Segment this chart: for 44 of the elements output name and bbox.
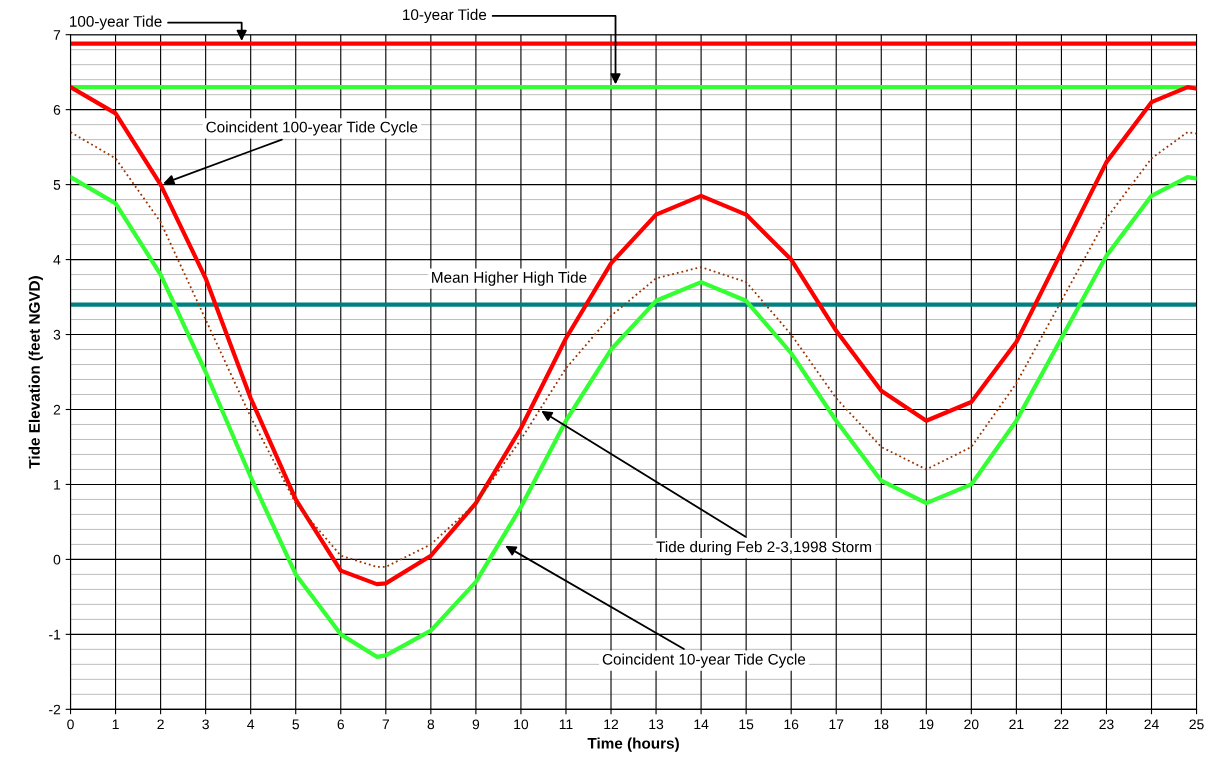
y-tick-label: 7 (53, 30, 61, 40)
x-tick-label: 10 (514, 719, 529, 730)
x-tick-label: 15 (739, 719, 754, 730)
x-tick-label: 0 (67, 719, 74, 730)
y-tick-label: 0 (53, 554, 61, 565)
x-tick-label: 9 (472, 719, 480, 730)
y-tick-label: 2 (53, 404, 61, 415)
annotation: 100-year Tide (70, 15, 162, 30)
x-axis-title: Time (hours) (587, 737, 679, 752)
x-tick-label: 14 (694, 719, 709, 730)
x-tick-label: 4 (247, 719, 255, 730)
y-tick-label: 5 (53, 180, 61, 190)
y-tick-label: 6 (53, 104, 61, 115)
y-tick-label: 3 (53, 329, 61, 340)
x-tick-label: 18 (874, 719, 889, 730)
x-tick-label: 22 (1054, 719, 1069, 730)
x-tick-label: 1 (112, 719, 119, 730)
y-tick-label: 1 (54, 479, 61, 490)
y-tick-label: 4 (53, 255, 61, 265)
x-tick-label: 12 (604, 719, 619, 730)
annotation: 10-year Tide (403, 8, 487, 24)
y-tick-label: -1 (49, 629, 61, 640)
x-tick-label: 2 (157, 719, 164, 730)
x-tick-label: 17 (829, 719, 844, 730)
x-tick-label: 25 (1189, 719, 1204, 730)
annotation: Tide during Feb 2-3,1998 Storm (656, 541, 872, 556)
x-tick-label: 24 (1144, 719, 1159, 730)
x-tick-label: 6 (337, 719, 345, 730)
x-tick-label: 16 (784, 719, 799, 730)
y-axis-title: Tide Elevation (feet NGVD) (28, 276, 43, 469)
x-tick-label: 19 (919, 719, 934, 730)
x-tick-label: 8 (427, 719, 435, 730)
y-tick-label: -2 (49, 704, 61, 715)
x-tick-label: 21 (1009, 719, 1024, 730)
x-tick-label: 7 (382, 719, 389, 730)
x-tick-label: 20 (964, 719, 979, 730)
x-tick-label: 11 (559, 719, 573, 730)
x-tick-label: 23 (1099, 719, 1114, 730)
x-tick-label: 13 (649, 719, 664, 730)
annotation: Coincident 100-year Tide Cycle (206, 121, 418, 136)
annotation: Mean Higher High Tide (432, 271, 587, 286)
x-tick-label: 5 (292, 719, 300, 730)
annotation: Coincident 10-year Tide Cycle (602, 653, 806, 668)
x-tick-label: 3 (202, 719, 209, 730)
